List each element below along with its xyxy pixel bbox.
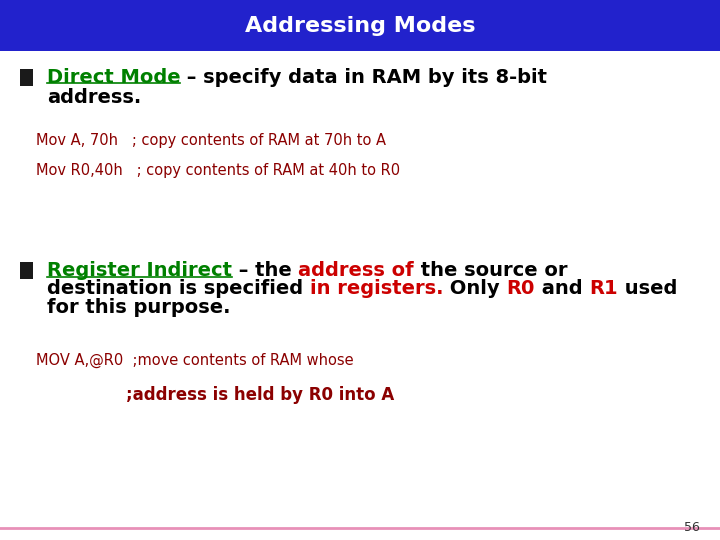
Text: MOV A,@R0  ;move contents of RAM whose: MOV A,@R0 ;move contents of RAM whose: [36, 353, 354, 368]
Text: Direct Mode: Direct Mode: [47, 68, 181, 87]
Text: Addressing Modes: Addressing Modes: [245, 16, 475, 36]
Text: destination is specified: destination is specified: [47, 279, 310, 298]
Text: 56: 56: [684, 521, 700, 534]
Text: R0: R0: [507, 279, 535, 298]
Text: Mov A, 70h   ; copy contents of RAM at 70h to A: Mov A, 70h ; copy contents of RAM at 70h…: [36, 133, 386, 148]
Text: and: and: [535, 279, 589, 298]
Text: the source or: the source or: [414, 260, 567, 280]
Text: address.: address.: [47, 87, 141, 107]
Text: Register Indirect: Register Indirect: [47, 260, 232, 280]
Text: Only: Only: [444, 279, 507, 298]
Bar: [20, 69, 33, 86]
Text: address of: address of: [298, 260, 414, 280]
Bar: [20, 262, 33, 279]
Text: – the: – the: [232, 260, 298, 280]
Text: for this purpose.: for this purpose.: [47, 298, 230, 317]
Text: Mov R0,40h   ; copy contents of RAM at 40h to R0: Mov R0,40h ; copy contents of RAM at 40h…: [36, 163, 400, 178]
Text: ;address is held by R0 into A: ;address is held by R0 into A: [126, 386, 395, 404]
Text: R1: R1: [589, 279, 618, 298]
Text: – specify data in RAM by its 8-bit: – specify data in RAM by its 8-bit: [181, 68, 547, 87]
Bar: [0, 0, 720, 51]
Text: used: used: [618, 279, 678, 298]
Text: in registers.: in registers.: [310, 279, 444, 298]
